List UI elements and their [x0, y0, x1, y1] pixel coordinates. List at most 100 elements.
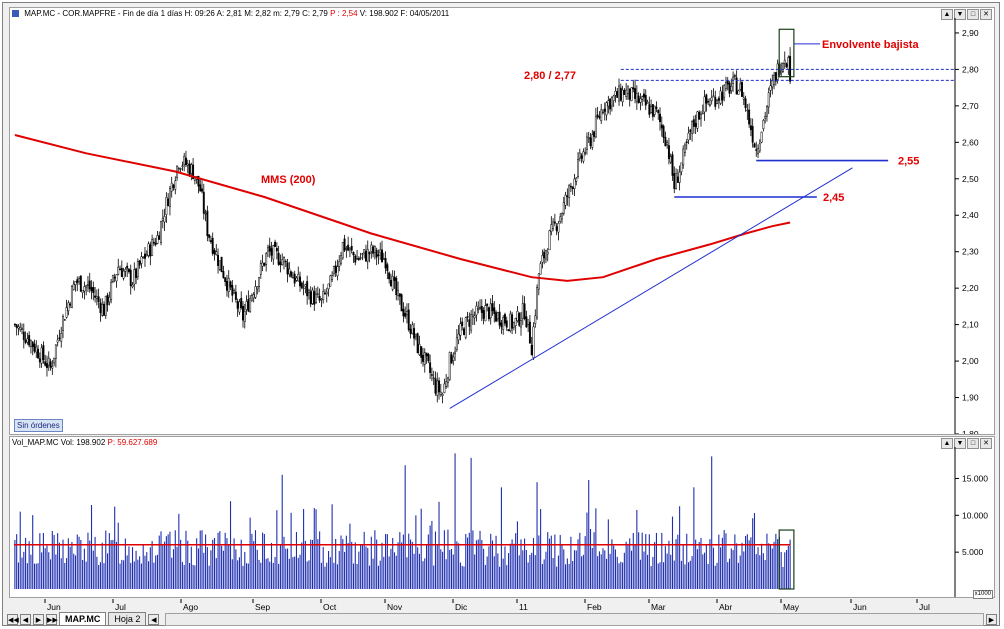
candle-body	[461, 321, 464, 327]
candle-body	[610, 97, 613, 107]
candle-body	[664, 136, 667, 147]
candle-body	[475, 305, 478, 316]
candle-body	[714, 96, 717, 107]
volume-pane[interactable]: Vol_MAP.MC Vol: 198.902 P: 59.627.689 ▲ …	[9, 436, 995, 598]
candle-body	[643, 93, 645, 98]
candle-body	[345, 248, 348, 250]
candle-body	[111, 275, 114, 282]
scroll-up-button[interactable]: ▲	[941, 9, 953, 20]
vol-scroll-down-button[interactable]: ▼	[954, 438, 966, 449]
candle-body	[787, 57, 790, 70]
candle-body	[381, 249, 383, 263]
candle-body	[621, 89, 624, 103]
candle-body	[300, 282, 303, 288]
candle-body	[22, 331, 25, 340]
candle-body	[65, 307, 68, 318]
candle-body	[263, 262, 266, 266]
tab-map-mc[interactable]: MAP.MC	[59, 612, 107, 626]
volume-chart[interactable]: 15.000 10.000 5.000	[10, 437, 994, 597]
candle-body	[491, 303, 494, 312]
price-chart[interactable]: 2,90 2,80 2,70 2,60 2,50 2,40 2,30 2,20 2,10 2,00…	[10, 8, 994, 434]
candle-body	[110, 281, 113, 300]
price-tick-label: 2,30	[962, 247, 979, 257]
tab-scroll-left-button[interactable]: ◀	[148, 613, 160, 625]
candle-body	[436, 380, 439, 396]
candle-body	[398, 293, 401, 297]
candle-body	[566, 195, 569, 197]
vol-scroll-up-button[interactable]: ▲	[941, 438, 953, 449]
no-orders-label[interactable]: Sin órdenes	[14, 419, 63, 432]
candle-body	[85, 285, 88, 288]
min-value: m: 2,79	[273, 9, 300, 18]
candle-body	[511, 314, 514, 329]
candle-body	[279, 261, 282, 266]
candle-body	[259, 263, 262, 275]
vol-close-button[interactable]: ✕	[980, 438, 992, 449]
candle-body	[204, 212, 207, 215]
candle-body	[325, 291, 328, 295]
first-sheet-button[interactable]: ◀◀	[7, 613, 19, 625]
candle-body	[602, 111, 604, 114]
candle-body	[37, 348, 40, 359]
candle-body	[63, 319, 66, 321]
candle-body	[769, 85, 772, 91]
candle-body	[479, 307, 481, 309]
candle-body	[701, 112, 704, 115]
candle-body	[104, 295, 107, 316]
candle-body	[660, 124, 663, 129]
candle-body	[548, 230, 551, 251]
candle-body	[188, 163, 191, 176]
price-pane[interactable]: MAP.MC - COR.MAPFRE - Fin de día 1 días …	[9, 7, 995, 435]
tab-hoja-2[interactable]: Hoja 2	[108, 612, 147, 626]
prev-sheet-button[interactable]: ◀	[20, 613, 31, 625]
last-sheet-button[interactable]: ▶▶	[46, 613, 58, 625]
candle-body	[97, 296, 100, 303]
candle-body	[405, 311, 408, 315]
candle-body	[261, 262, 264, 267]
price-tick-label: 2,60	[962, 137, 979, 147]
candle-body	[222, 271, 225, 278]
candle-body	[124, 269, 127, 272]
candle-body	[598, 116, 601, 119]
candle-body	[167, 198, 170, 207]
price-tick-label: 2,00	[962, 356, 979, 366]
close-button[interactable]: ✕	[980, 9, 992, 20]
candle-body	[329, 275, 332, 287]
candle-body	[413, 328, 416, 339]
period: Fin de día 1 días	[122, 9, 183, 18]
candle-body	[780, 70, 783, 74]
candle-body	[217, 254, 220, 266]
candle-body	[562, 202, 565, 214]
candle-body	[350, 245, 353, 251]
close-value: C: 2,79	[302, 9, 328, 18]
candle-body	[593, 131, 596, 137]
candle-body	[26, 338, 29, 343]
candle-body	[53, 357, 56, 364]
vol-maximize-button[interactable]: □	[967, 438, 979, 449]
price-tick-label: 2,90	[962, 28, 979, 38]
candle-body	[546, 251, 549, 255]
candle-body	[710, 97, 713, 102]
candle-body	[249, 298, 252, 312]
tab-scroll-right-button[interactable]: ▶	[986, 613, 997, 625]
candle-body	[760, 131, 763, 143]
candle-body	[69, 303, 72, 306]
next-sheet-button[interactable]: ▶	[33, 613, 44, 625]
candle-body	[395, 277, 398, 296]
candle-body	[518, 313, 521, 326]
volume-p: P: 59.627.689	[107, 438, 158, 447]
candle-body	[712, 95, 715, 97]
candle-body	[270, 248, 273, 256]
maximize-button[interactable]: □	[967, 9, 979, 20]
candle-body	[320, 298, 323, 301]
candle-body	[578, 152, 581, 159]
candle-body	[19, 326, 22, 330]
scroll-down-button[interactable]: ▼	[954, 9, 966, 20]
candle-body	[238, 301, 241, 313]
volume-tick-label: 5.000	[962, 547, 984, 557]
candle-body	[322, 291, 325, 300]
horizontal-scrollbar[interactable]	[165, 612, 984, 626]
candle-body	[489, 303, 492, 319]
candle-body	[605, 102, 608, 116]
candle-body	[127, 268, 130, 272]
